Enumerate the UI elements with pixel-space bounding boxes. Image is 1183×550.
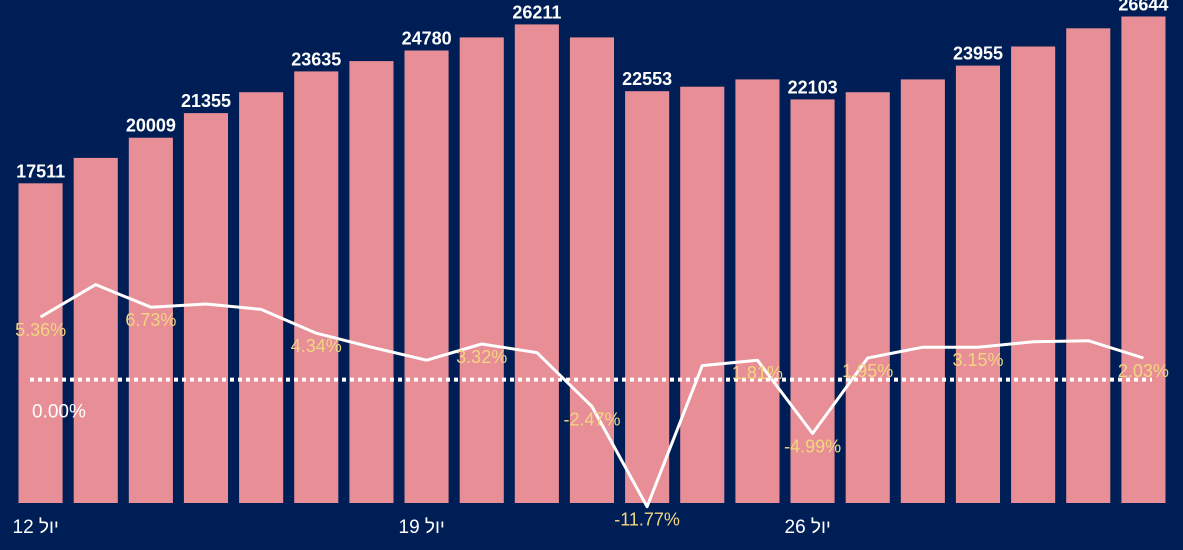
bar [239,92,284,503]
bar [18,183,63,504]
bar [790,99,835,504]
bar-value-label: 26211 [512,2,561,22]
bar [183,113,228,503]
percent-label: -11.77% [614,510,680,530]
x-axis-tick-label: 12 יול [13,517,59,538]
bar [1011,46,1056,503]
percent-change-line [39,283,1144,509]
percent-label: 3.32% [456,347,507,367]
bar [73,157,118,503]
percent-label: 5.36% [15,320,66,340]
bar [514,24,559,504]
percent-label: -4.99% [784,437,841,457]
percent-label: 4.34% [291,336,342,356]
percent-label: 2.03% [1118,361,1169,381]
bar [1066,28,1111,504]
bar-value-label: 22553 [622,69,672,89]
bar [1121,16,1166,503]
zero-reference-label: 0.00% [32,402,86,423]
bar-value-label: 26644 [1118,0,1168,15]
percent-label: 1.95% [842,361,893,381]
bar [459,37,504,504]
percent-label: -2.47% [563,410,620,430]
percent-label: 3.15% [952,350,1003,370]
bar [349,61,394,503]
percent-label: 6.73% [125,310,176,330]
bar-value-label: 23955 [953,44,1003,64]
bar-value-label: 20009 [126,116,176,136]
bar [294,71,339,504]
bar [900,79,945,504]
bar [845,92,890,503]
percent-label: 1.81% [732,363,783,383]
bar-value-label: 22103 [788,77,838,97]
x-axis-tick-label: 26 יול [785,517,831,538]
bar-value-label: 23635 [291,49,341,69]
x-axis-tick-label: 19 יול [399,517,445,538]
bar [404,50,449,503]
bar [955,65,1000,503]
bar-value-label: 21355 [181,91,231,111]
bar [569,37,614,504]
bar-value-label: 24780 [402,29,452,49]
bar [625,91,670,503]
bar-value-label: 17511 [16,161,65,181]
bar [680,86,725,503]
bar [735,79,780,504]
bar [128,137,173,503]
